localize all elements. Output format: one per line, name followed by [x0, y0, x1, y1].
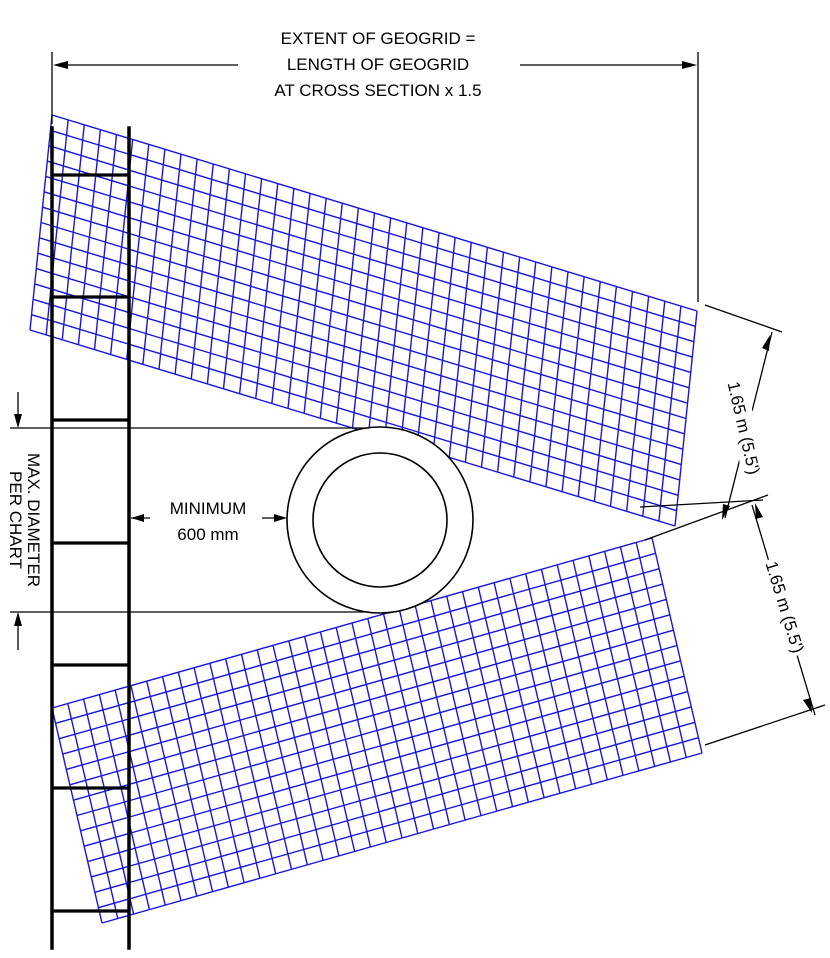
geogrid-strand: [87, 690, 688, 863]
minimum-label-line1: MINIMUM: [170, 499, 246, 518]
geogrid-strand: [50, 129, 696, 328]
geogrid-strand: [94, 721, 696, 893]
pipe: [10, 426, 474, 614]
geogrid-strand: [55, 552, 656, 725]
geogrid-strand: [62, 583, 663, 755]
geogrid-strand: [39, 237, 685, 435]
geogrid-strand: [98, 736, 699, 909]
geogrid-strand: [45, 175, 691, 374]
diameter-dimension: MAX. DIAMETER PER CHART: [6, 392, 43, 650]
geogrid-strand: [36, 267, 682, 466]
geogrid-strand: [42, 206, 688, 404]
extent-label-line2: LENGTH OF GEOGRID: [287, 55, 469, 74]
geogrid-strand: [43, 191, 690, 389]
geogrid-strand: [37, 252, 684, 450]
extent-label-line3: AT CROSS SECTION x 1.5: [274, 81, 481, 100]
geogrid-strand: [80, 660, 681, 832]
diameter-label-line2: PER CHART: [6, 471, 25, 569]
geogrid-strand: [34, 283, 680, 481]
geogrid-strand: [51, 114, 698, 312]
minimum-clearance-dimension: MINIMUM 600 mm: [131, 499, 287, 544]
diameter-label-line1: MAX. DIAMETER: [24, 453, 43, 587]
geogrid-strand: [31, 313, 677, 512]
geogrid-strand: [40, 221, 687, 420]
geogrid-strand: [83, 675, 685, 847]
geogrid-strand: [91, 706, 692, 878]
geogrid-strand: [51, 537, 653, 709]
geogrid-strand: [101, 752, 703, 924]
extent-label-line1: EXTENT OF GEOGRID =: [281, 29, 476, 48]
geogrid-strand: [66, 598, 667, 771]
geogrid-strand: [76, 644, 678, 817]
spacing-label-upper: 1.65 m (5.5'): [724, 380, 764, 477]
minimum-label-line2: 600 mm: [177, 525, 238, 544]
geogrid-strand: [32, 298, 679, 496]
wall-facing: [50, 126, 131, 950]
lower-geogrid-mesh: [51, 537, 703, 924]
geogrid-strand: [48, 145, 695, 343]
geogrid-strand: [58, 568, 660, 740]
geogrid-strand: [47, 160, 693, 358]
extent-dimension: EXTENT OF GEOGRID = LENGTH OF GEOGRID AT…: [51, 29, 699, 302]
geogrid-strand: [69, 614, 671, 786]
geogrid-strand: [73, 629, 674, 801]
